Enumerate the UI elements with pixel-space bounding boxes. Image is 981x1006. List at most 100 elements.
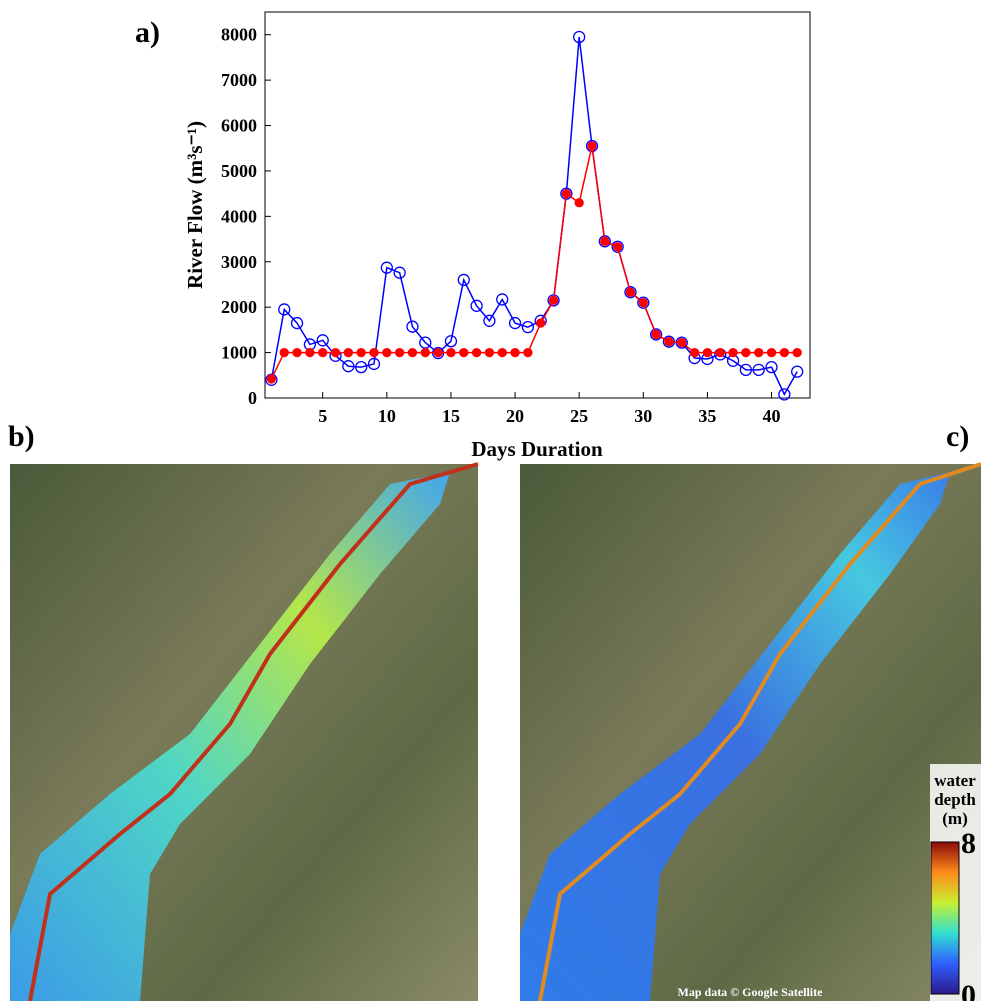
data-point bbox=[664, 337, 674, 347]
data-point bbox=[611, 240, 624, 253]
river-channel bbox=[28, 462, 479, 1002]
data-point bbox=[573, 30, 586, 44]
data-point bbox=[444, 335, 458, 348]
data-point bbox=[651, 329, 661, 340]
data-point bbox=[406, 320, 419, 333]
y-tick-label: 4000 bbox=[221, 206, 257, 226]
data-point bbox=[446, 347, 456, 358]
y-axis-label: River Flow (m³s⁻¹) bbox=[183, 121, 207, 289]
data-point bbox=[637, 296, 650, 309]
colorbar-scale bbox=[930, 841, 960, 995]
map-c: Map data © Google Satellite bbox=[520, 462, 981, 1002]
data-point bbox=[548, 295, 559, 306]
x-tick-label: 25 bbox=[570, 406, 588, 426]
y-tick-label: 6000 bbox=[221, 116, 257, 136]
data-point bbox=[521, 321, 535, 334]
y-tick-label: 7000 bbox=[221, 70, 257, 90]
data-point bbox=[649, 328, 663, 341]
data-point bbox=[420, 347, 430, 358]
y-tick-label: 8000 bbox=[221, 25, 257, 45]
data-point bbox=[574, 198, 584, 208]
data-point bbox=[600, 236, 610, 246]
panel-label: b) bbox=[8, 420, 35, 453]
data-point bbox=[318, 347, 328, 358]
river-channel bbox=[538, 462, 981, 1002]
data-point bbox=[380, 261, 393, 274]
data-point bbox=[689, 347, 700, 358]
y-tick-label: 3000 bbox=[221, 252, 257, 272]
flood-area bbox=[520, 472, 950, 1001]
data-point bbox=[470, 299, 483, 312]
data-point bbox=[587, 141, 597, 151]
data-point bbox=[625, 287, 636, 297]
data-point bbox=[290, 316, 304, 330]
x-tick-label: 5 bbox=[318, 406, 327, 426]
data-point bbox=[279, 347, 289, 358]
data-point bbox=[292, 347, 302, 358]
axes-frame bbox=[264, 11, 811, 399]
data-point bbox=[471, 347, 482, 358]
data-point bbox=[791, 365, 804, 378]
data-point bbox=[433, 347, 443, 358]
y-tick-label: 1000 bbox=[221, 343, 257, 363]
data-point bbox=[741, 347, 751, 358]
data-point bbox=[393, 266, 406, 279]
data-point bbox=[624, 286, 637, 299]
colorbar-title: water bbox=[934, 771, 976, 790]
x-tick-label: 20 bbox=[506, 406, 524, 426]
data-point bbox=[278, 303, 291, 316]
panel-label: c) bbox=[946, 420, 969, 453]
data-point bbox=[510, 347, 520, 358]
x-tick-label: 35 bbox=[698, 406, 716, 426]
panel-label: a) bbox=[135, 16, 160, 49]
colorbar-tick-label: 8 bbox=[961, 827, 976, 860]
data-point bbox=[342, 360, 355, 373]
data-point bbox=[638, 297, 648, 308]
flood-area bbox=[10, 472, 450, 1001]
x-tick-label: 10 bbox=[378, 406, 396, 426]
data-point bbox=[536, 318, 546, 328]
attribution: Map data © Google Satellite bbox=[678, 985, 824, 999]
x-tick-label: 30 bbox=[634, 406, 652, 426]
data-point bbox=[754, 347, 764, 358]
series-line bbox=[270, 36, 798, 396]
plot-area: 0 1000 2000 3000 4000 5000 6000 7000 8000 5 10 15 20… bbox=[221, 11, 811, 426]
y-tick-label: 2000 bbox=[221, 297, 257, 317]
data-point bbox=[523, 347, 533, 358]
data-point bbox=[677, 337, 687, 348]
data-point bbox=[728, 347, 738, 358]
data-point bbox=[752, 363, 765, 376]
data-point bbox=[496, 293, 509, 306]
data-point bbox=[766, 347, 777, 358]
data-point bbox=[305, 347, 315, 358]
colorbar-title: depth bbox=[934, 790, 976, 809]
data-point bbox=[369, 347, 379, 358]
data-point bbox=[330, 347, 341, 358]
data-point bbox=[612, 242, 623, 252]
data-point bbox=[765, 360, 778, 374]
data-point bbox=[739, 363, 753, 376]
data-point bbox=[457, 273, 470, 287]
colorbar-title: (m) bbox=[942, 809, 967, 828]
x-tick-label: 40 bbox=[763, 406, 781, 426]
data-point bbox=[343, 347, 354, 358]
data-point bbox=[266, 374, 277, 384]
data-point bbox=[483, 314, 496, 327]
x-axis-label: Days Duration bbox=[471, 437, 603, 461]
data-point bbox=[484, 347, 495, 358]
data-point bbox=[356, 347, 366, 358]
data-point bbox=[779, 347, 790, 358]
data-point bbox=[355, 360, 368, 374]
y-tick-label: 5000 bbox=[221, 161, 257, 181]
data-point bbox=[382, 347, 392, 358]
data-point bbox=[367, 357, 381, 371]
data-point bbox=[508, 316, 522, 330]
data-point bbox=[497, 347, 507, 358]
map-b bbox=[10, 462, 479, 1002]
data-point bbox=[407, 347, 418, 358]
data-point bbox=[702, 347, 713, 358]
data-point bbox=[561, 188, 572, 199]
data-point bbox=[459, 347, 469, 358]
x-tick-label: 15 bbox=[442, 406, 460, 426]
